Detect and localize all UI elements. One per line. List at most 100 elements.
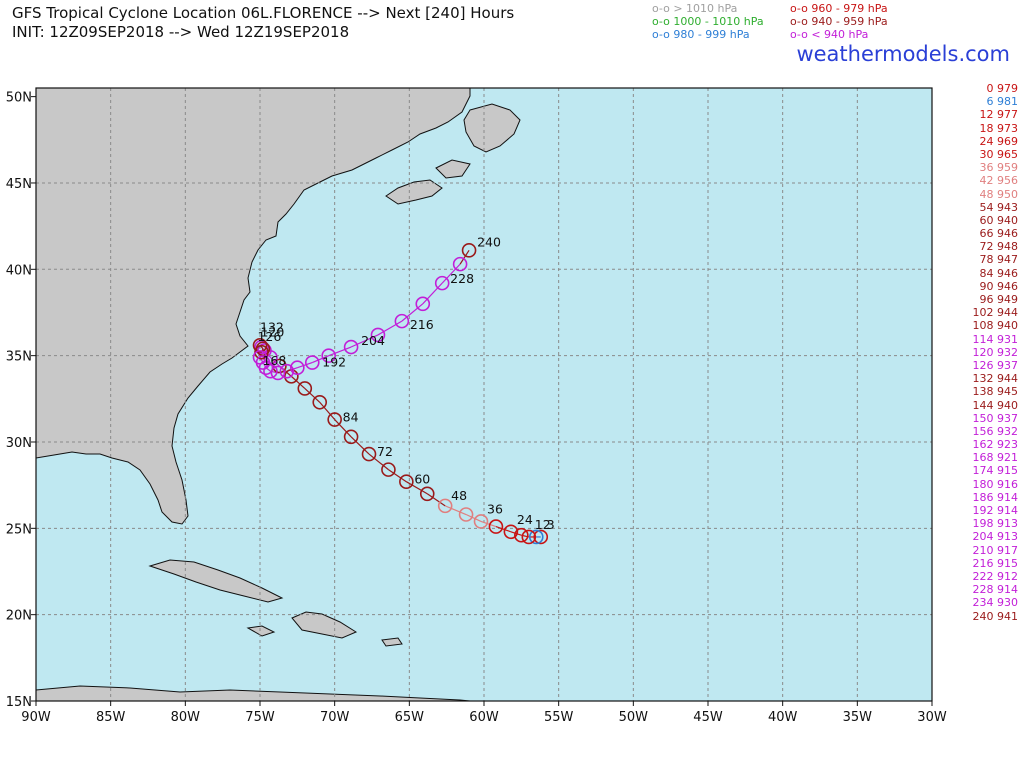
track-point [437,498,453,514]
hour-label: 168 [262,353,286,368]
pressure-entry: 48 950 [979,187,1019,201]
pressure-entry: 12 977 [979,108,1019,122]
y-tick-label: 20N [6,609,32,624]
legend-entry: o-o 1000 - 1010 hPa [652,15,764,28]
pressure-entry: 108 940 [972,319,1019,333]
pressure-entry: 132 944 [972,372,1019,386]
track-segment [304,388,321,403]
track-point [503,524,519,540]
pressure-entry: 138 945 [972,385,1019,399]
x-tick-label: 75W [245,710,275,725]
pressure-entry: 60 940 [979,213,1019,227]
hispaniola [291,611,358,639]
hour-label: 3 [547,517,555,532]
track-segment [422,282,443,305]
track-point [370,327,386,343]
track-point [290,360,305,376]
title-line-1: GFS Tropical Cyclone Location 06L.FLOREN… [12,4,515,22]
pressure-entry: 0 979 [986,82,1019,95]
track-point [258,360,274,376]
newfoundland [463,103,521,153]
track-point [252,337,268,353]
cape-breton [435,159,471,179]
pressure-entry: 216 915 [972,556,1019,570]
pressure-entry: 168 921 [972,451,1019,465]
hour-label: 48 [451,488,467,503]
y-tick-label: 50N [6,91,32,106]
x-tick-label: 35W [843,710,873,725]
graticule [36,88,932,702]
pressure-entry: 78 947 [979,253,1019,267]
pressure-entry: 120 932 [972,345,1019,359]
track-segment [406,481,428,495]
y-tick-label: 30N [6,436,32,451]
track-point [279,363,295,379]
hour-label: 120 [260,324,284,339]
jamaica [246,625,276,637]
track-point [514,527,529,543]
x-tick-label: 30W [917,710,947,725]
track-point [452,256,468,272]
y-tick-label: 40N [6,263,32,278]
x-tick-label: 45W [693,710,723,725]
pressure-entry: 234 930 [972,596,1019,610]
pressure-entry: 90 946 [979,279,1019,293]
pressure-entry: 150 937 [972,411,1019,425]
pressure-entry: 102 944 [972,306,1019,320]
brand-link[interactable]: weathermodels.com [796,42,1010,66]
track-segment [290,375,306,389]
pressure-entry: 30 965 [979,147,1019,161]
track-segment [319,401,336,420]
hour-label: 216 [410,317,434,332]
track-point [361,446,377,462]
pressure-entry: 174 915 [972,464,1019,478]
title-line-2: INIT: 12Z09SEP2018 --> Wed 12Z19SEP2018 [12,23,350,41]
pressure-entry: 84 946 [979,266,1019,280]
pressure-entry: 42 956 [979,174,1019,188]
legend-entry: o-o 960 - 979 hPa [790,2,888,15]
x-tick-label: 55W [544,710,574,725]
x-tick-label: 90W [21,710,51,725]
track-point [419,486,435,502]
track-point [381,462,396,477]
nova-scotia [385,179,443,205]
track-segment [426,493,446,507]
land-masses [36,88,521,701]
hour-label: 84 [343,410,359,425]
track-point [461,243,477,258]
track-point [394,313,410,329]
longitude-ticks: 90W 85W 80W 75W 70W 65W 60W 55W 50W 45W 40W 35W 30W [21,701,947,725]
track-point [521,529,537,545]
pressure-entry: 144 940 [972,398,1019,412]
y-tick-label: 25N [6,522,32,537]
track-point [458,507,474,522]
pressure-list: 0 979 6 981 12 977 18 973 24 969 30 965 36 959… [973,82,1019,623]
y-tick-label: 15N [6,695,32,710]
legend-entry: o-o > 1010 hPa [652,2,738,15]
track-point [263,363,278,379]
track-point [399,474,414,490]
track-point [415,296,431,312]
x-tick-label: 80W [171,710,201,725]
hour-label: 228 [450,271,474,286]
hour-label: 24 [517,512,533,527]
track-segment [510,531,522,536]
pressure-entry: 72 948 [979,240,1019,254]
track-segment [350,436,370,455]
puerto-rico [381,637,403,647]
track-segment [441,263,461,284]
hour-label: 36 [487,501,503,516]
track-segment [297,361,313,369]
track-segment [444,505,467,516]
latitude-ticks: 50N 45N 40N 35N 30N 25N 20N 15N [6,91,36,710]
pressure-entry: 96 949 [979,293,1019,306]
x-tick-label: 50W [619,710,649,725]
track-point [297,381,313,396]
hour-label: 240 [477,234,501,249]
hour-label: 126 [257,329,281,344]
track-point [254,339,269,355]
track-point [304,355,320,370]
track-point [270,365,286,381]
track-point [327,412,342,427]
